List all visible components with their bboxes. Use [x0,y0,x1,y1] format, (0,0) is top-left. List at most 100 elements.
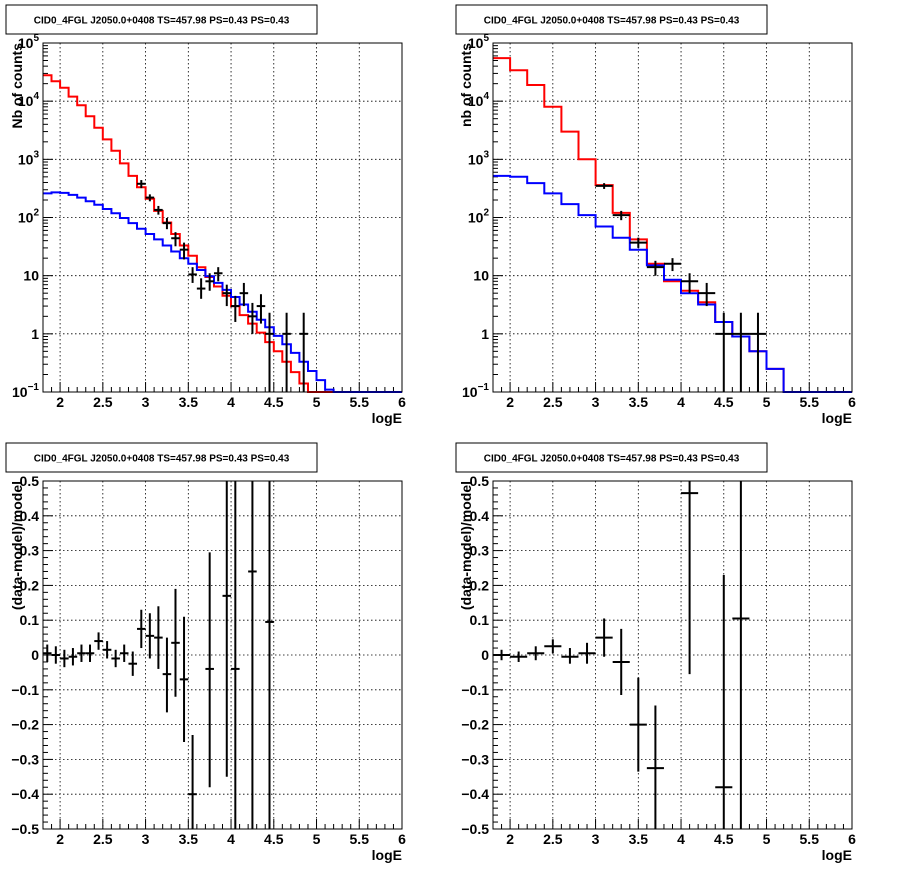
x-tick-label: 2 [506,831,514,847]
data-point [698,282,716,307]
data-point [43,644,52,662]
data-point [145,613,155,659]
data-point [265,312,274,392]
data-point [137,180,146,189]
data-point [102,641,112,659]
data-point [162,637,172,713]
data-point [137,609,146,649]
x-tick-label: 4.5 [264,394,284,410]
data-point [222,481,232,777]
title-box [455,442,768,473]
chart-title: CID0_4FGL J2050.0+0408 TS=457.98 PS=0.43… [34,16,290,27]
y-tick-label: 10 [23,268,39,284]
chart-panel-1: 2 2.5 3 3.5 4 4.5 5 5.5 6 10−1 1 10 102 103 104 105 logE… [5,4,406,426]
x-axis-label: logE [372,847,402,863]
data-point [646,260,664,276]
chart-panel-3: 2 2.5 3 3.5 4 4.5 5 5.5 6 −0.5 −0.4 −0.3 −0.2 −0.1 0 0.… [5,442,406,863]
series-line-model [43,74,402,393]
y-tick-label: 104 [18,91,40,109]
data-point [612,628,630,696]
data-point [256,294,266,324]
y-tick-label: 102 [18,208,40,226]
title-box [5,442,318,473]
y-tick-label: −0.3 [11,751,39,767]
data-point [239,282,249,307]
plot-frame [42,480,403,830]
data-point [646,705,664,829]
data-point [179,242,189,260]
data-point [629,677,647,772]
x-tick-label: 3.5 [629,394,649,410]
y-tick-label: −0.1 [461,682,489,698]
data-point [154,606,163,669]
data-point [578,642,596,664]
y-axis-label: nb of counts [458,43,474,127]
y-tick-label: −0.3 [461,751,489,767]
data-point [196,278,206,299]
plot-area [493,481,852,829]
y-tick-label: 105 [18,33,40,51]
y-tick-label: 10 [473,268,489,284]
x-tick-label: 5 [313,831,321,847]
x-tick-label: 4 [677,394,685,410]
plot-area [43,481,402,829]
y-tick-label: 0.1 [470,612,490,628]
y-tick-label: −0.1 [11,682,39,698]
y-axis-label: (data-model)/model [458,481,474,610]
x-tick-label: 2.5 [543,831,563,847]
y-tick-label: 10−1 [12,382,39,400]
data-point [732,481,750,829]
data-point [179,616,189,742]
x-tick-label: 5 [763,394,771,410]
chart-panel-4: 2 2.5 3 3.5 4 4.5 5 5.5 6 −0.5 −0.4 −0.3 −0.2 −0.1 0 0.… [455,442,856,863]
y-tick-label: 0 [31,647,39,663]
data-point [248,302,257,334]
x-tick-label: 3 [142,831,150,847]
x-tick-label: 2 [506,394,514,410]
x-tick-label: 2 [56,831,64,847]
data-point [681,481,699,675]
y-tick-label: 0.3 [470,543,490,559]
y-tick-label: 0.4 [470,508,490,524]
series-line-source [493,174,852,393]
y-tick-label: 103 [468,149,490,167]
data-point [248,481,257,829]
x-tick-label: 3.5 [629,831,649,847]
data-point [561,648,579,664]
x-tick-label: 2.5 [543,394,563,410]
data-point [282,312,291,392]
x-tick-label: 5.5 [350,831,370,847]
data-point [629,237,647,248]
x-tick-label: 5.5 [350,394,370,410]
data-point [205,273,214,291]
y-axis-label: (data-model)/model [9,481,25,610]
data-point [715,312,733,392]
plot-area [43,43,402,392]
plot-area [493,43,852,392]
x-tick-label: 6 [848,831,856,847]
x-tick-label: 2.5 [93,831,113,847]
data-point [732,312,750,392]
y-tick-label: 0 [481,647,489,663]
data-point [231,481,240,829]
data-point [205,552,214,788]
y-axis-label: Nb of counts [9,43,25,129]
data-point [111,649,120,668]
x-axis-label: logE [372,410,402,426]
y-tick-label: 0.1 [20,612,40,628]
x-tick-label: 3 [142,394,150,410]
chart-title: CID0_4FGL J2050.0+0408 TS=457.98 PS=0.43… [484,16,740,27]
x-tick-label: 2 [56,394,64,410]
x-tick-label: 3 [592,831,600,847]
y-tick-label: −0.5 [11,821,39,837]
chart-title: CID0_4FGL J2050.0+0408 TS=457.98 PS=0.43… [484,454,740,465]
data-point [213,267,223,282]
data-point [162,218,172,230]
data-point [681,273,699,294]
data-point [60,649,69,668]
x-tick-label: 5.5 [800,394,820,410]
y-tick-label: 0.2 [470,577,490,593]
y-tick-label: 10−1 [462,382,489,400]
x-tick-label: 6 [398,394,406,410]
